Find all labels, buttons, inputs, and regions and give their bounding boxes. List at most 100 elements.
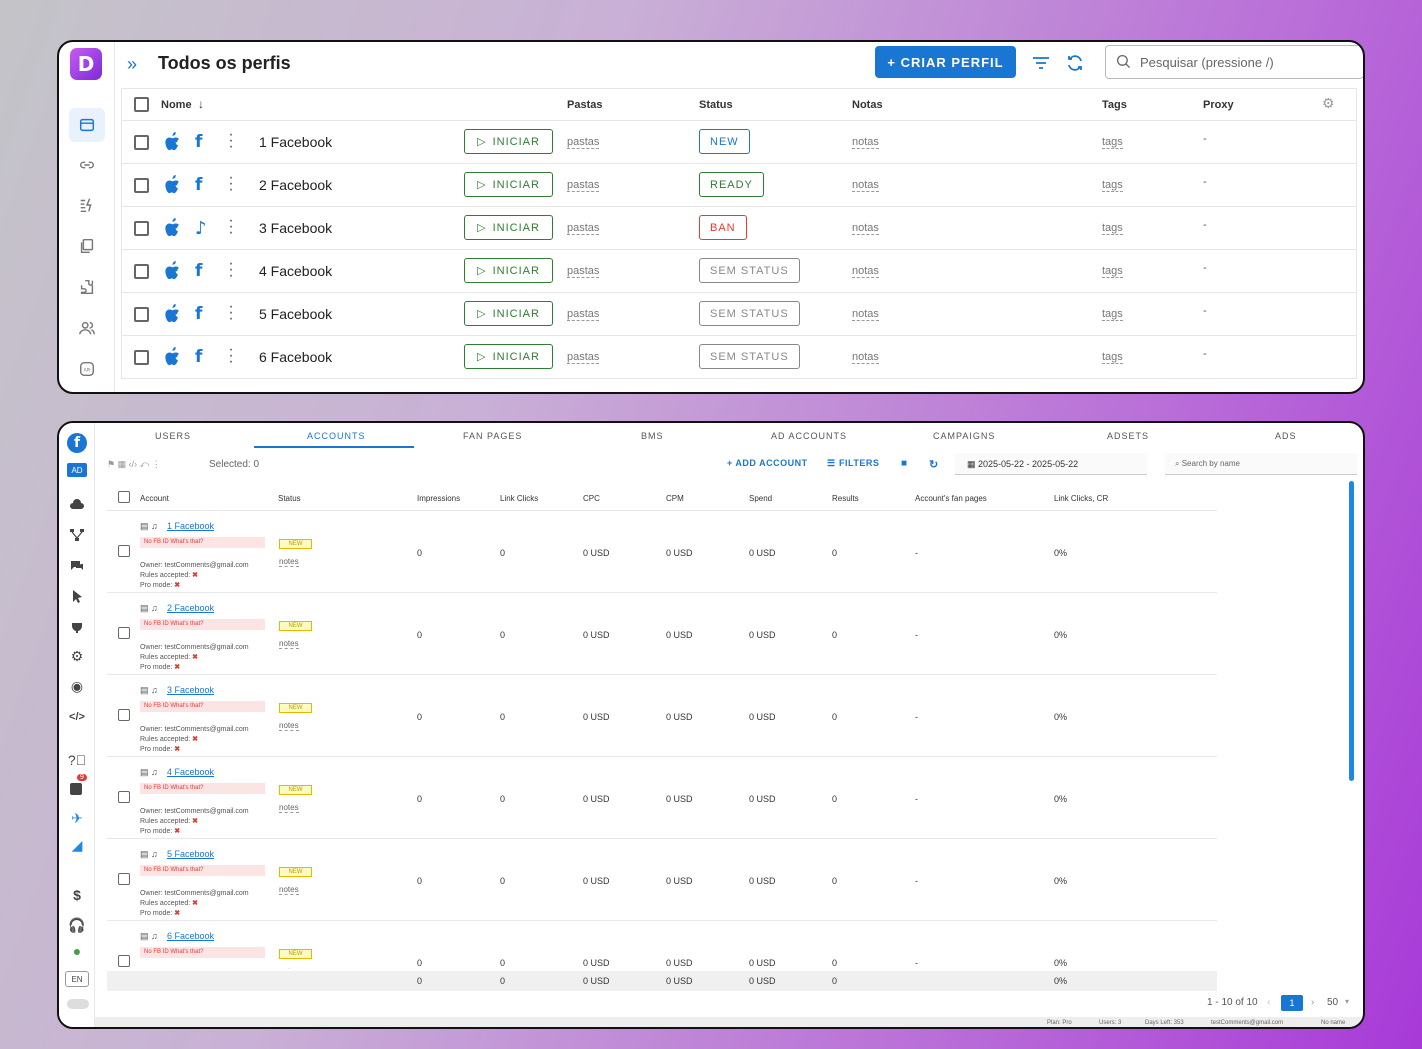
row-menu-icon[interactable]: · · · xyxy=(228,126,234,155)
next-page-icon[interactable]: › xyxy=(1311,997,1315,1008)
folders-link[interactable]: pastas xyxy=(567,265,600,278)
col-name[interactable]: Nome xyxy=(161,99,192,111)
row-checkbox[interactable] xyxy=(134,135,149,150)
vertical-scrollbar[interactable] xyxy=(1349,481,1354,781)
notes-link[interactable]: notas xyxy=(852,265,879,278)
col-account-s-fan-pages[interactable]: Account's fan pages xyxy=(915,494,987,503)
status-badge[interactable]: SEM STATUS xyxy=(699,344,800,369)
row-checkbox[interactable] xyxy=(134,178,149,193)
create-profile-button[interactable]: + CRIAR PERFIL xyxy=(875,46,1016,78)
account-name-link[interactable]: 6 Facebook xyxy=(167,931,215,941)
account-book-icon[interactable]: ▤ ♫ xyxy=(140,603,158,613)
language-switch[interactable]: EN xyxy=(65,971,89,987)
col-link-clicks-cr[interactable]: Link Clicks, CR xyxy=(1054,494,1109,503)
support-headset-icon[interactable]: 🎧 xyxy=(68,916,86,933)
tab-users[interactable]: USERS xyxy=(155,431,192,441)
table-row[interactable]: f · · · 2 Facebook ▷ INICIAR pastas READY n… xyxy=(122,164,1356,207)
status-badge[interactable]: NEW xyxy=(279,949,312,959)
notes-link[interactable]: notes xyxy=(279,721,299,731)
row-checkbox[interactable] xyxy=(118,873,130,885)
no-fb-id-warning[interactable]: No FB ID What's that? xyxy=(140,701,265,712)
row-checkbox[interactable] xyxy=(118,955,130,967)
link-nav-icon[interactable] xyxy=(69,148,105,182)
notes-link[interactable]: notes xyxy=(279,803,299,813)
profile-name[interactable]: 2 Facebook xyxy=(259,177,333,193)
row-menu-icon[interactable]: · · · xyxy=(228,341,234,370)
account-book-icon[interactable]: ▤ ♫ xyxy=(140,931,158,941)
col-account[interactable]: Account xyxy=(140,494,169,503)
status-badge[interactable]: NEW xyxy=(279,785,312,795)
profile-name[interactable]: 5 Facebook xyxy=(259,306,333,322)
table-row[interactable]: ▤ ♫ 2 Facebook No FB ID What's that? Own… xyxy=(107,593,1217,675)
table-row[interactable]: f · · · 6 Facebook ▷ INICIAR pastas SEM STA… xyxy=(122,336,1356,379)
network-icon[interactable] xyxy=(67,525,87,545)
folders-link[interactable]: pastas xyxy=(567,351,600,364)
add-account-button[interactable]: + ADD ACCOUNT xyxy=(727,458,808,468)
tab-fan-pages[interactable]: FAN PAGES xyxy=(463,431,523,441)
ads-logo[interactable]: f xyxy=(67,433,87,453)
row-checkbox[interactable] xyxy=(118,627,130,639)
status-badge[interactable]: NEW xyxy=(279,867,312,877)
notes-link[interactable]: notas xyxy=(852,136,879,149)
start-profile-button[interactable]: ▷ INICIAR xyxy=(464,215,553,240)
row-checkbox[interactable] xyxy=(118,709,130,721)
no-fb-id-warning[interactable]: No FB ID What's that? xyxy=(140,783,265,794)
bulk-actions-icons[interactable]: ⚑ ▦ ‹/› ⤺ ⋮ xyxy=(107,459,161,469)
settings-icon[interactable]: ⚙ xyxy=(70,647,84,664)
status-badge[interactable]: SEM STATUS xyxy=(699,301,800,326)
account-name-link[interactable]: 1 Facebook xyxy=(167,521,215,531)
tags-link[interactable]: tags xyxy=(1102,265,1123,278)
per-page-chevron-icon[interactable]: ▾ xyxy=(1345,997,1350,1006)
status-badge[interactable]: READY xyxy=(699,172,764,197)
table-row[interactable]: ▤ ♫ 1 Facebook No FB ID What's that? Own… xyxy=(107,511,1217,593)
start-profile-button[interactable]: ▷ INICIAR xyxy=(464,172,553,197)
expand-chevron-icon[interactable]: » xyxy=(127,54,138,74)
tab-ad-accounts[interactable]: AD ACCOUNTS xyxy=(771,431,848,441)
name-search-input[interactable]: ⌕ Search by name xyxy=(1165,453,1357,475)
col-cpc[interactable]: CPC xyxy=(583,494,600,503)
tags-link[interactable]: tags xyxy=(1102,222,1123,235)
profiles-nav-icon[interactable] xyxy=(69,108,105,142)
prev-page-icon[interactable]: ‹ xyxy=(1267,997,1271,1008)
notes-link[interactable]: notes xyxy=(279,639,299,649)
chat-icon[interactable] xyxy=(67,556,87,576)
col-cpm[interactable]: CPM xyxy=(666,494,684,503)
settings-gear-icon[interactable]: ⚙ xyxy=(1322,95,1335,111)
col-results[interactable]: Results xyxy=(832,494,859,503)
notes-link[interactable]: notas xyxy=(852,351,879,364)
dolphin-icon[interactable]: ◢ xyxy=(71,836,83,853)
profile-name[interactable]: 3 Facebook xyxy=(259,220,333,236)
status-badge[interactable]: BAN xyxy=(699,215,747,240)
sort-down-icon[interactable]: ↓ xyxy=(198,97,204,111)
row-menu-icon[interactable]: · · · xyxy=(228,169,234,198)
col-spend[interactable]: Spend xyxy=(749,494,773,503)
per-page-select[interactable]: 50 xyxy=(1327,997,1339,1008)
account-book-icon[interactable]: ▤ ♫ xyxy=(140,767,158,777)
profile-name[interactable]: 1 Facebook xyxy=(259,134,333,150)
notes-link[interactable]: notes xyxy=(279,557,299,567)
start-profile-button[interactable]: ▷ INICIAR xyxy=(464,301,553,326)
status-badge[interactable]: NEW xyxy=(279,703,312,713)
account-name-link[interactable]: 4 Facebook xyxy=(167,767,215,777)
row-menu-icon[interactable]: · · · xyxy=(228,255,234,284)
notes-link[interactable]: notas xyxy=(852,179,879,192)
columns-icon[interactable]: ■ xyxy=(901,458,908,469)
tags-link[interactable]: tags xyxy=(1102,308,1123,321)
start-profile-button[interactable]: ▷ INICIAR xyxy=(464,258,553,283)
table-row[interactable]: f · · · 1 Facebook ▷ INICIAR pastas NEW not… xyxy=(122,121,1356,164)
telegram-icon[interactable]: ✈ xyxy=(71,809,83,826)
start-profile-button[interactable]: ▷ INICIAR xyxy=(464,344,553,369)
app-logo[interactable]: D xyxy=(70,48,102,80)
filters-filter-icon[interactable]: ☰ xyxy=(827,458,836,468)
table-row[interactable]: f · · · 5 Facebook ▷ INICIAR pastas SEM STA… xyxy=(122,293,1356,336)
folders-link[interactable]: pastas xyxy=(567,179,600,192)
tab-adsets[interactable]: ADSETS xyxy=(1107,431,1150,441)
table-row[interactable]: ▤ ♫ 5 Facebook No FB ID What's that? Own… xyxy=(107,839,1217,921)
date-range-picker[interactable]: ▦ 2025-05-22 - 2025-05-22 xyxy=(955,453,1147,475)
tab-accounts[interactable]: ACCOUNTS xyxy=(307,431,366,441)
search-input[interactable]: Pesquisar (pressione /) xyxy=(1105,45,1363,79)
row-menu-icon[interactable]: · · · xyxy=(228,212,234,241)
cloud-upload-icon[interactable] xyxy=(67,495,87,515)
code-icon[interactable]: </> xyxy=(69,711,85,723)
select-all-checkbox-2[interactable] xyxy=(118,491,130,503)
